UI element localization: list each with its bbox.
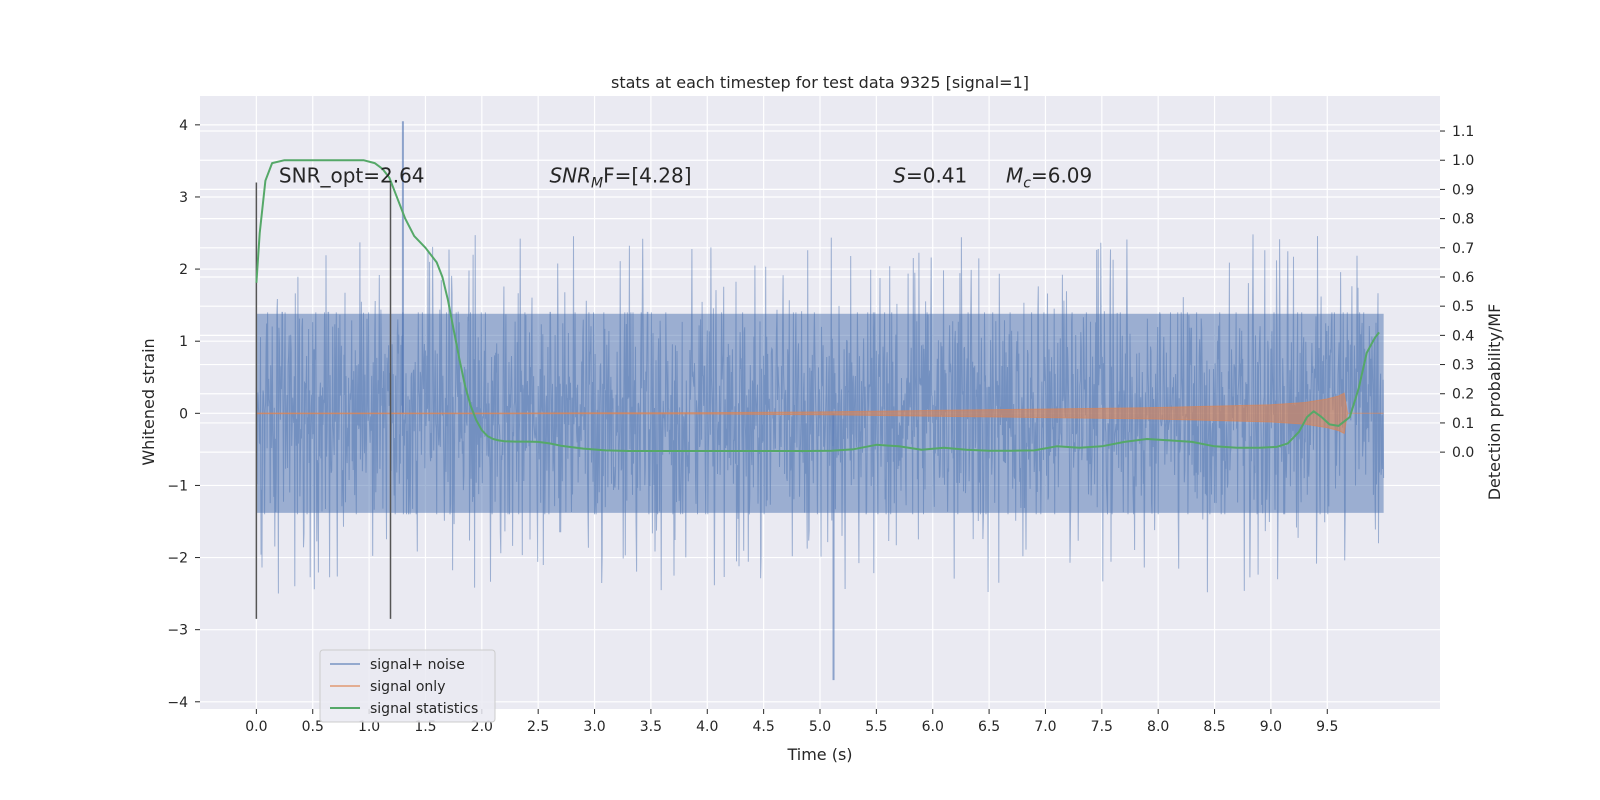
legend-label-signal-noise: signal+ noise: [370, 657, 465, 673]
y-right-tick-label: 0.6: [1452, 270, 1474, 286]
y-tick-label: 3: [179, 190, 188, 206]
y-tick-label: −4: [167, 695, 188, 711]
x-tick-label: 5.5: [865, 719, 887, 735]
y-axis-ticks: 4 3 2 1 0 −1 −2 −3 −4: [167, 118, 200, 711]
legend: signal+ noise signal only signal statist…: [319, 649, 496, 723]
y-right-tick-label: 0.4: [1452, 328, 1474, 344]
annotation-text: SNRMF=[4.28]: [549, 164, 691, 192]
y-tick-label: 1: [179, 334, 188, 350]
x-tick-label: 6.5: [978, 719, 1000, 735]
y-axis-label: Whitened strain: [139, 338, 158, 465]
annotation-subscript: c: [1023, 176, 1031, 192]
signal-statistics-series: [255, 159, 1380, 452]
y-right-tick-label: 1.1: [1452, 124, 1474, 140]
legend-label-signal-only: signal only: [370, 679, 445, 695]
y-right-tick-label: 0.2: [1452, 387, 1474, 403]
annotation-suffix: =0.41: [906, 164, 967, 188]
signal-only-envelope: [255, 392, 1384, 435]
y-right-axis-label: Detection probability/MF: [1485, 304, 1504, 501]
y-tick-label: −2: [167, 551, 188, 567]
y-right-tick-label: 0.1: [1452, 416, 1474, 432]
signal-only-series: [255, 392, 1384, 435]
annotation-text: SNR_opt=2.64: [279, 164, 425, 188]
x-tick-label: 2.5: [527, 719, 549, 735]
y-tick-label: 0: [179, 406, 188, 422]
x-tick-label: 9.5: [1316, 719, 1338, 735]
y-tick-label: −3: [167, 623, 188, 639]
x-tick-label: 8.5: [1203, 719, 1225, 735]
y-right-axis-ticks: 1.1 1.0 0.9 0.8 0.7 0.6 0.5 0.4 0.3 0.2 0.1 0.0: [1440, 124, 1474, 461]
x-tick-label: 7.0: [1034, 719, 1056, 735]
chart-title: stats at each timestep for test data 932…: [611, 73, 1029, 92]
annotation-main: SNR_opt=2.64: [279, 164, 425, 188]
annotation-suffix: F=[4.28]: [603, 164, 691, 188]
annotations: SNR_opt=2.64 SNRMF=[4.28] S=0.41 Mc=6.09: [279, 164, 1092, 192]
x-tick-label: 1.5: [414, 719, 436, 735]
x-tick-label: 5.0: [809, 719, 831, 735]
annotation-subscript: M: [591, 176, 603, 192]
legend-label-signal-statistics: signal statistics: [370, 701, 478, 717]
y-right-tick-label: 0.5: [1452, 299, 1474, 315]
annotation-suffix: =6.09: [1031, 164, 1092, 188]
x-tick-label: 3.5: [640, 719, 662, 735]
x-axis-label: Time (s): [786, 745, 852, 764]
signal-statistics-line: [255, 159, 1380, 452]
annotation-text: Mc=6.09: [1006, 164, 1092, 192]
x-tick-label: 8.0: [1147, 719, 1169, 735]
y-tick-label: −1: [167, 478, 188, 494]
annotation-text: S=0.41: [893, 164, 967, 188]
x-tick-label: 9.0: [1260, 719, 1282, 735]
x-tick-label: 2.0: [471, 719, 493, 735]
x-tick-label: 0.5: [302, 719, 324, 735]
x-tick-label: 6.0: [922, 719, 944, 735]
y-tick-label: 4: [179, 118, 188, 134]
x-tick-label: 0.0: [245, 719, 267, 735]
x-tick-label: 4.0: [696, 719, 718, 735]
x-tick-label: 1.0: [358, 719, 380, 735]
annotation-main: M: [1006, 164, 1023, 188]
vertical-markers: [255, 182, 392, 619]
y-right-tick-label: 0.7: [1452, 241, 1474, 257]
annotation-main: SNR: [549, 164, 591, 188]
y-right-tick-label: 0.3: [1452, 358, 1474, 374]
legend-box: [319, 649, 496, 723]
x-tick-label: 3.0: [583, 719, 605, 735]
y-right-tick-label: 1.0: [1452, 153, 1474, 169]
y-tick-label: 2: [179, 262, 188, 278]
y-right-tick-label: 0.8: [1452, 212, 1474, 228]
y-right-tick-label: 0.0: [1452, 445, 1474, 461]
annotation-main: S: [893, 164, 906, 188]
x-tick-label: 4.5: [753, 719, 775, 735]
x-axis-ticks: 0.0 0.5 1.0 1.5 2.0 2.5 3.0 3.5 4.0 4.5 5.0 5.5 6.0 6…: [245, 709, 1338, 735]
y-right-tick-label: 0.9: [1452, 182, 1474, 198]
x-tick-label: 7.5: [1091, 719, 1113, 735]
